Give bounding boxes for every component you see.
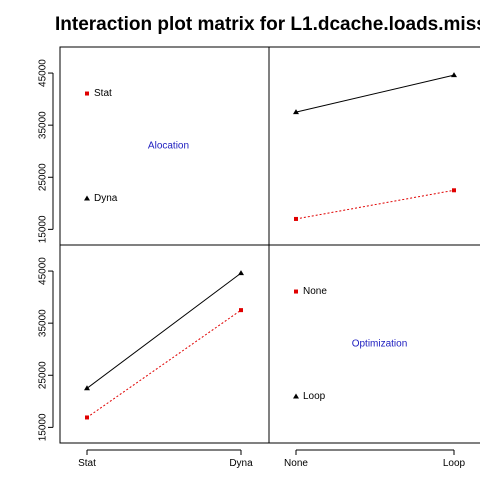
y-tick-label: 35000 — [38, 111, 49, 139]
x-tick-label: None — [284, 458, 308, 469]
point-triangle — [84, 195, 90, 201]
legend-label: Stat — [94, 88, 112, 99]
legend-label: None — [303, 286, 327, 297]
y-tick-label: 15000 — [38, 413, 49, 441]
chart-title: Interaction plot matrix for L1.dcache.lo… — [55, 14, 480, 35]
axes: 15000 25000 35000 45000 15000 25000 35000 45000… — [38, 59, 466, 469]
panel-frames — [59, 46, 480, 444]
point-square — [452, 188, 456, 193]
point-square — [85, 415, 89, 420]
x-tick-label: Stat — [78, 458, 96, 469]
factor-name-label: Alocation — [148, 141, 189, 152]
y-tick-label: 45000 — [38, 257, 49, 285]
point-square — [294, 289, 298, 294]
point-triangle — [451, 72, 457, 78]
point-triangle — [238, 270, 244, 276]
x-tick-label: Dyna — [229, 458, 253, 469]
point-square — [239, 308, 243, 313]
point-square — [85, 91, 89, 96]
y-tick-label: 25000 — [38, 361, 49, 389]
legend-label: Dyna — [94, 193, 118, 204]
x-tick-label: Loop — [443, 458, 466, 469]
point-square — [294, 216, 298, 221]
y-tick-label: 25000 — [38, 163, 49, 191]
point-triangle — [293, 393, 299, 399]
series-line-dyna — [295, 74, 455, 113]
factor-name-label: Optimization — [352, 339, 408, 350]
y-tick-label: 35000 — [38, 309, 49, 337]
series-line-stat — [295, 189, 455, 220]
series-line-loop — [86, 272, 242, 389]
point-triangle — [293, 109, 299, 115]
y-tick-label: 45000 — [38, 59, 49, 87]
series-line-none — [86, 309, 242, 418]
legend-label: Loop — [303, 391, 326, 402]
y-tick-label: 15000 — [38, 215, 49, 243]
chart-marks: Stat Dyna Alocation None Loop Optimization — [84, 72, 457, 420]
point-triangle — [84, 385, 90, 391]
